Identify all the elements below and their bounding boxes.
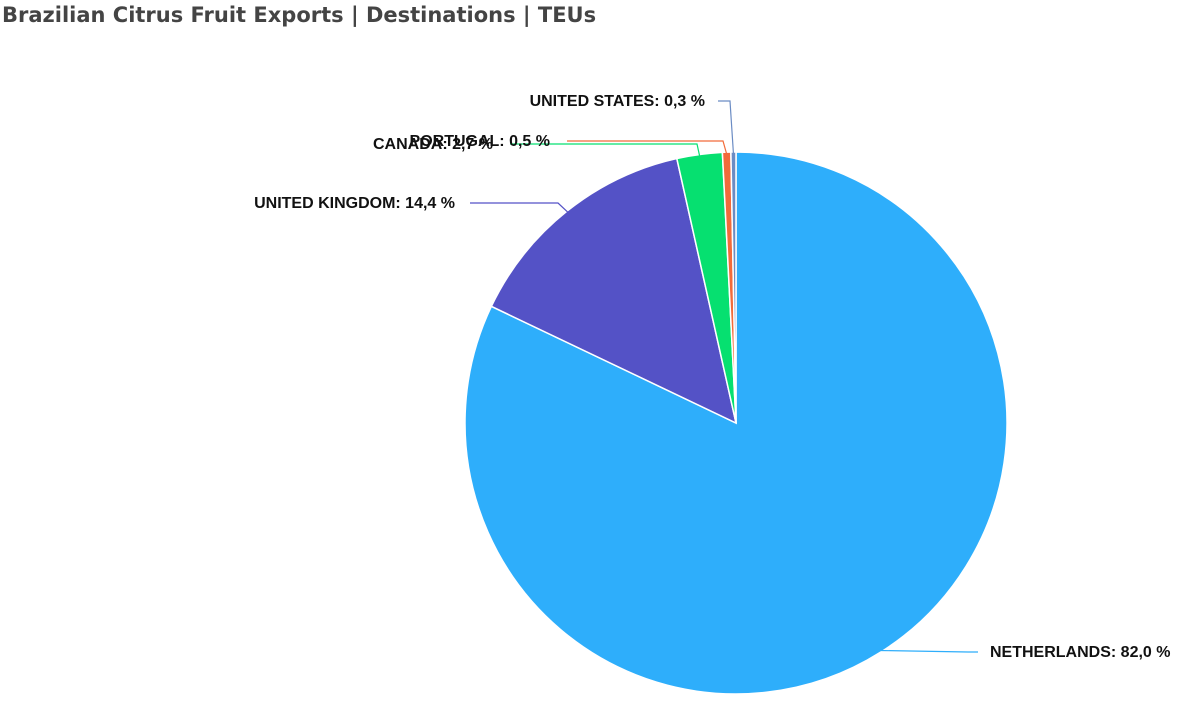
leader-line	[567, 140, 728, 155]
leader-line	[470, 202, 569, 214]
data-label: NETHERLANDS: 82,0 %	[990, 644, 1170, 661]
leader-line	[718, 100, 735, 155]
data-label: PORTUGAL: 0,5 %	[410, 133, 550, 150]
data-label: CANADA: 2,7 %	[373, 136, 493, 153]
data-label: UNITED STATES: 0,3 %	[530, 93, 705, 110]
chart-title: Brazilian Citrus Fruit Exports | Destina…	[2, 3, 596, 28]
leader-line	[510, 143, 701, 157]
data-label: UNITED KINGDOM: 14,4 %	[254, 195, 455, 212]
leader-line	[879, 649, 978, 653]
